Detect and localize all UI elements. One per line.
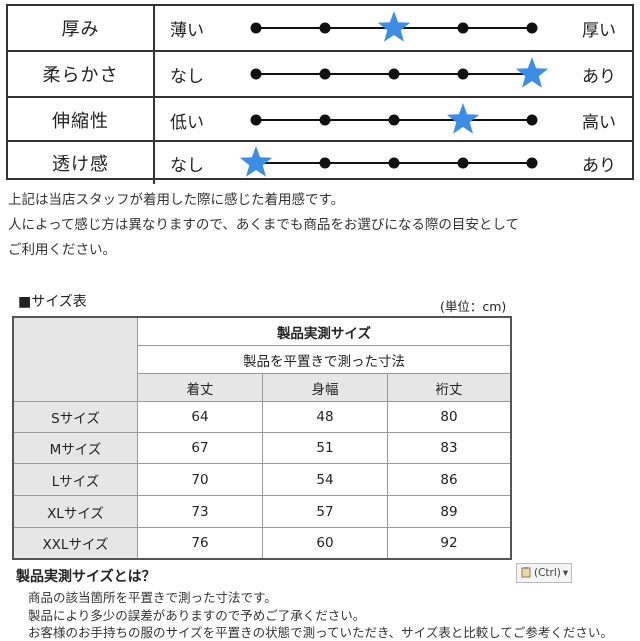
- scale-dot: [526, 157, 538, 169]
- size-label: XLサイズ: [14, 496, 138, 528]
- column-header: 身幅: [263, 374, 388, 402]
- size-table-header-main: 製品実測サイズ: [138, 318, 510, 346]
- star-marker-icon: [377, 11, 411, 42]
- size-label: Mサイズ: [14, 433, 138, 464]
- scale-dot: [250, 68, 262, 80]
- scale-dot: [388, 114, 400, 126]
- scale-dot: [319, 22, 331, 34]
- note-line: 人によって感じ方は異なりますので、あくまでも商品をお選びになる際の目安として: [8, 217, 519, 233]
- feel-row-stretch: 伸縮性 低い 高い: [8, 96, 632, 142]
- scale-dot: [457, 68, 469, 80]
- paste-options-label: (Ctrl): [534, 567, 561, 579]
- footer-line: 商品の該当箇所を平置きで測った寸法です。: [28, 590, 277, 605]
- star-marker-icon: [446, 103, 480, 134]
- table-cell: 60: [263, 528, 388, 558]
- size-table-unit: (単位：cm): [440, 299, 507, 314]
- column-header: 着丈: [138, 374, 263, 402]
- star-marker-icon: [515, 57, 549, 88]
- table-cell: 76: [138, 528, 263, 558]
- feel-right-label: あり: [582, 66, 616, 87]
- scale-dot: [319, 114, 331, 126]
- size-label: XXLサイズ: [14, 528, 138, 558]
- column-header: 裄丈: [388, 374, 510, 402]
- table-cell: 70: [138, 464, 263, 496]
- feel-row-softness: 柔らかさ なし あり: [8, 50, 632, 96]
- feel-scale-graphic: [250, 57, 549, 88]
- feel-right-label: 高い: [582, 112, 616, 133]
- feel-label: 透け感: [8, 142, 155, 184]
- feel-right-label: 厚い: [582, 20, 616, 41]
- feel-scale-track: [8, 98, 632, 142]
- scale-dot: [319, 68, 331, 80]
- feel-scale-track: [8, 6, 632, 50]
- feel-left-label: 薄い: [170, 20, 204, 41]
- size-label: Sサイズ: [14, 402, 138, 433]
- table-cell: 89: [388, 496, 510, 528]
- table-cell: 86: [388, 464, 510, 496]
- feel-label: 厚み: [8, 6, 155, 50]
- footer-line: 製品により多少の誤差がありますので予めご了承ください。: [28, 608, 366, 623]
- feel-left-label: なし: [170, 66, 204, 87]
- feel-scale-graphic: [250, 11, 538, 42]
- feel-left-label: 低い: [170, 112, 204, 133]
- note-line: 上記は当店スタッフが着用した際に感じた着用感です。: [8, 192, 345, 208]
- scale-dot: [388, 68, 400, 80]
- feel-scale-graphic: [250, 103, 538, 134]
- feel-row-thickness: 厚み 薄い 厚い: [8, 6, 632, 50]
- footer-line: お客様のお手持ちの服のサイズを平置きの状態で測っていただき、サイズ表と比較してご…: [28, 625, 613, 640]
- feel-label: 伸縮性: [8, 98, 155, 142]
- chevron-down-icon: ▾: [562, 567, 569, 579]
- feel-row-sheerness: 透け感 なし あり: [8, 140, 632, 184]
- size-label: Lサイズ: [14, 464, 138, 496]
- scale-dot: [250, 22, 262, 34]
- table-cell: 67: [138, 433, 263, 464]
- scale-dot: [457, 157, 469, 169]
- scale-dot: [526, 22, 538, 34]
- note-line: ご利用ください。: [8, 242, 116, 258]
- table-cell: 54: [263, 464, 388, 496]
- feel-scale-table: 厚み 薄い 厚い 柔らかさ なし あり 伸縮性 低い 高い 透け感 なし あり: [6, 4, 634, 184]
- footer-title: 製品実測サイズとは？: [16, 569, 156, 585]
- table-cell: 57: [263, 496, 388, 528]
- feel-scale-track: [8, 52, 632, 96]
- clipboard-icon: [520, 566, 532, 581]
- scale-dot: [526, 114, 538, 126]
- table-cell: 80: [388, 402, 510, 433]
- feel-left-label: なし: [170, 155, 204, 176]
- scale-dot: [457, 22, 469, 34]
- feel-label: 柔らかさ: [8, 52, 155, 96]
- table-cell: 73: [138, 496, 263, 528]
- size-table: 製品実測サイズ 製品を平置きで測った寸法 着丈 身幅 裄丈 Sサイズ 64 48…: [12, 316, 512, 560]
- paste-options-button[interactable]: (Ctrl) ▾: [516, 563, 573, 583]
- size-table-header-sub: 製品を平置きで測った寸法: [138, 346, 510, 374]
- table-cell: 64: [138, 402, 263, 433]
- table-cell: 48: [263, 402, 388, 433]
- scale-dot: [388, 157, 400, 169]
- table-cell: 51: [263, 433, 388, 464]
- table-cell: 92: [440, 535, 458, 551]
- feel-scale-track: [8, 142, 632, 184]
- star-marker-icon: [239, 146, 273, 177]
- feel-right-label: あり: [582, 155, 616, 176]
- size-table-corner: [14, 318, 138, 402]
- scale-dot: [250, 114, 262, 126]
- scale-dot: [319, 157, 331, 169]
- size-table-title: ■サイズ表: [18, 294, 87, 310]
- feel-scale-graphic: [239, 146, 538, 177]
- table-cell: 83: [388, 433, 510, 464]
